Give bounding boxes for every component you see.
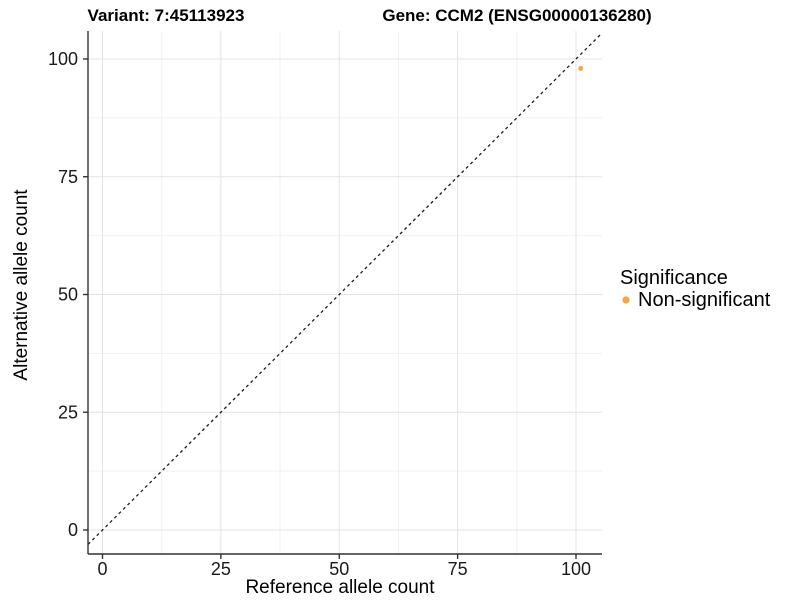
y-tick-label: 75	[58, 167, 78, 187]
y-tick-label: 100	[48, 49, 78, 69]
y-axis-title: Alternative allele count	[11, 189, 32, 381]
x-tick-label: 25	[211, 559, 231, 579]
x-axis-ticks: 0 25 50 75 100	[97, 554, 591, 579]
x-axis-title: Reference allele count	[245, 577, 435, 598]
y-tick-label: 25	[58, 402, 78, 422]
gene-title: Gene: CCM2 (ENSG00000136280)	[382, 6, 651, 25]
legend-title: Significance	[620, 267, 728, 289]
variant-title: Variant: 7:45113923	[88, 6, 245, 25]
x-tick-label: 50	[329, 559, 349, 579]
x-tick-label: 100	[561, 559, 591, 579]
gridlines-major	[88, 31, 602, 554]
legend-key-dot-icon	[622, 296, 630, 304]
data-points	[578, 66, 584, 71]
scatter-point	[578, 66, 584, 71]
x-tick-label: 0	[97, 559, 107, 579]
x-tick-label: 75	[448, 559, 468, 579]
y-tick-label: 50	[58, 285, 78, 305]
legend-item-label: Non-significant	[638, 289, 771, 311]
gridlines-minor	[88, 31, 602, 554]
y-tick-label: 0	[68, 520, 78, 540]
identity-line	[87, 32, 603, 545]
y-axis-ticks: 0 25 50 75 100	[48, 49, 88, 540]
legend: Significance Non-significant	[620, 267, 771, 311]
